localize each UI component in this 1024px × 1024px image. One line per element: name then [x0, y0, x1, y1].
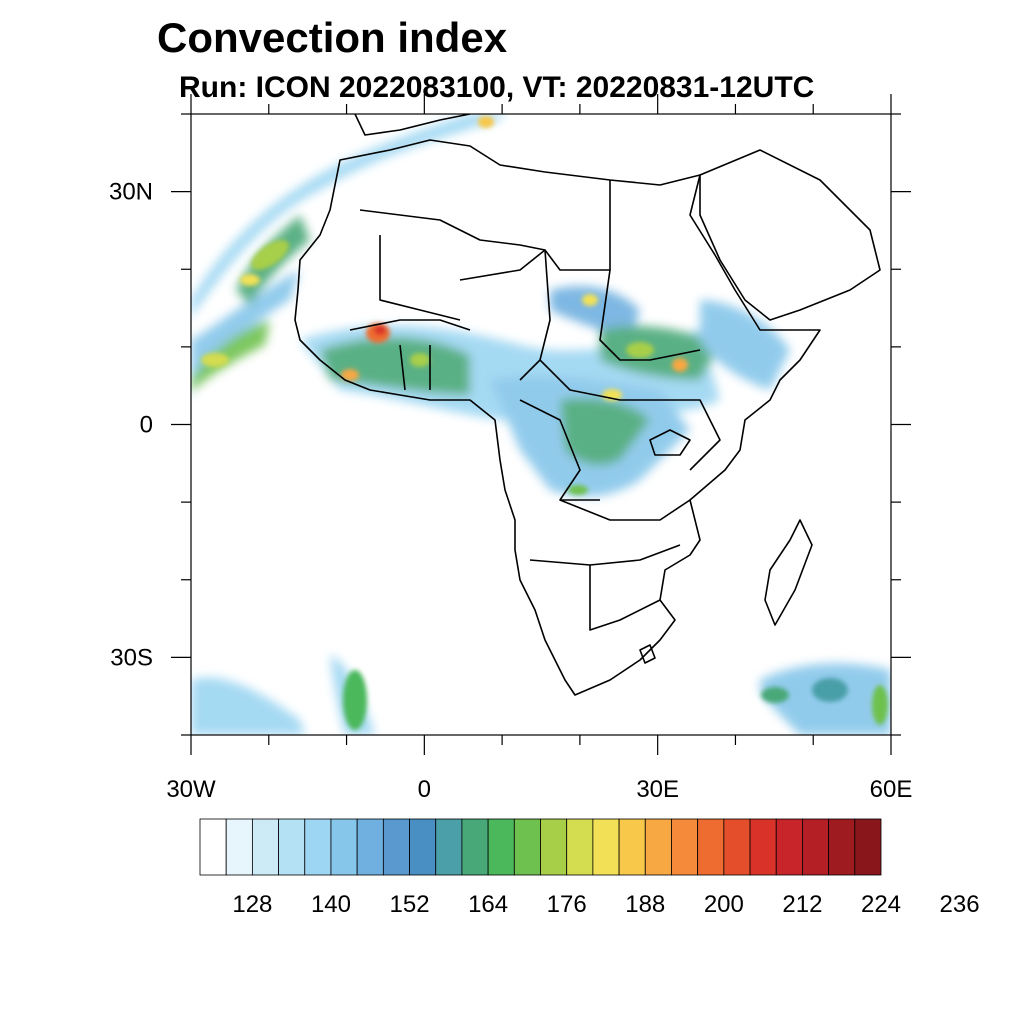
- colorbar-box: [356, 818, 384, 876]
- colorbar-box: [487, 818, 515, 876]
- colorbar-box: [618, 818, 646, 876]
- convection-field: [191, 114, 891, 735]
- colorbar-box: [225, 818, 253, 876]
- colorbar-box: [461, 818, 489, 876]
- lon-label: 30W: [166, 776, 216, 803]
- colorbar-box: [723, 818, 751, 876]
- axis-ticks: [171, 94, 911, 755]
- colorbar-box: [644, 818, 672, 876]
- colorbar-tick-label: 236: [940, 891, 980, 918]
- colorbar-tick-label: 176: [547, 891, 587, 918]
- colorbar-box: [749, 818, 777, 876]
- colorbar-tick-label: 212: [782, 891, 822, 918]
- colorbar: [199, 818, 882, 876]
- madagascar: [764, 519, 813, 626]
- chart-title: Convection index: [157, 14, 508, 61]
- colorbar-box: [435, 818, 463, 876]
- colorbar-box: [251, 818, 279, 876]
- colorbar-box: [854, 818, 882, 876]
- colorbar-box: [802, 818, 830, 876]
- colorbar-tick-label: 224: [861, 891, 901, 918]
- colorbar-tick-label: 188: [625, 891, 665, 918]
- lat-label: 30S: [110, 644, 153, 671]
- colorbar-box: [513, 818, 541, 876]
- colorbar-box: [382, 818, 410, 876]
- chart-subtitle: Run: ICON 2022083100, VT: 20220831-12UTC: [179, 71, 815, 104]
- colorbar-box: [278, 818, 306, 876]
- colorbar-box: [199, 818, 227, 876]
- colorbar-box: [697, 818, 725, 876]
- colorbar-box: [409, 818, 437, 876]
- colorbar-labels: 128 140 152 164 176 188 200 212 224 236: [232, 891, 979, 918]
- colorbar-box: [540, 818, 568, 876]
- colorbar-box: [671, 818, 699, 876]
- africa-coastline: [294, 139, 821, 696]
- colorbar-tick-label: 200: [704, 891, 744, 918]
- colorbar-tick-label: 152: [390, 891, 430, 918]
- colorbar-tick-label: 140: [311, 891, 351, 918]
- colorbar-tick-label: 128: [232, 891, 272, 918]
- axis-labels: 30N 0 30S 30W 0 30E 60E: [109, 179, 912, 803]
- colorbar-tick-label: 164: [468, 891, 508, 918]
- lat-label: 0: [140, 412, 153, 439]
- lat-label: 30N: [109, 179, 153, 206]
- lon-label: 0: [418, 776, 431, 803]
- colorbar-box: [566, 818, 594, 876]
- colorbar-box: [592, 818, 620, 876]
- coastlines: [294, 114, 881, 696]
- lon-label: 30E: [636, 776, 679, 803]
- colorbar-box: [330, 818, 358, 876]
- colorbar-box: [775, 818, 803, 876]
- colorbar-box: [828, 818, 856, 876]
- colorbar-box: [304, 818, 332, 876]
- lon-label: 60E: [870, 776, 913, 803]
